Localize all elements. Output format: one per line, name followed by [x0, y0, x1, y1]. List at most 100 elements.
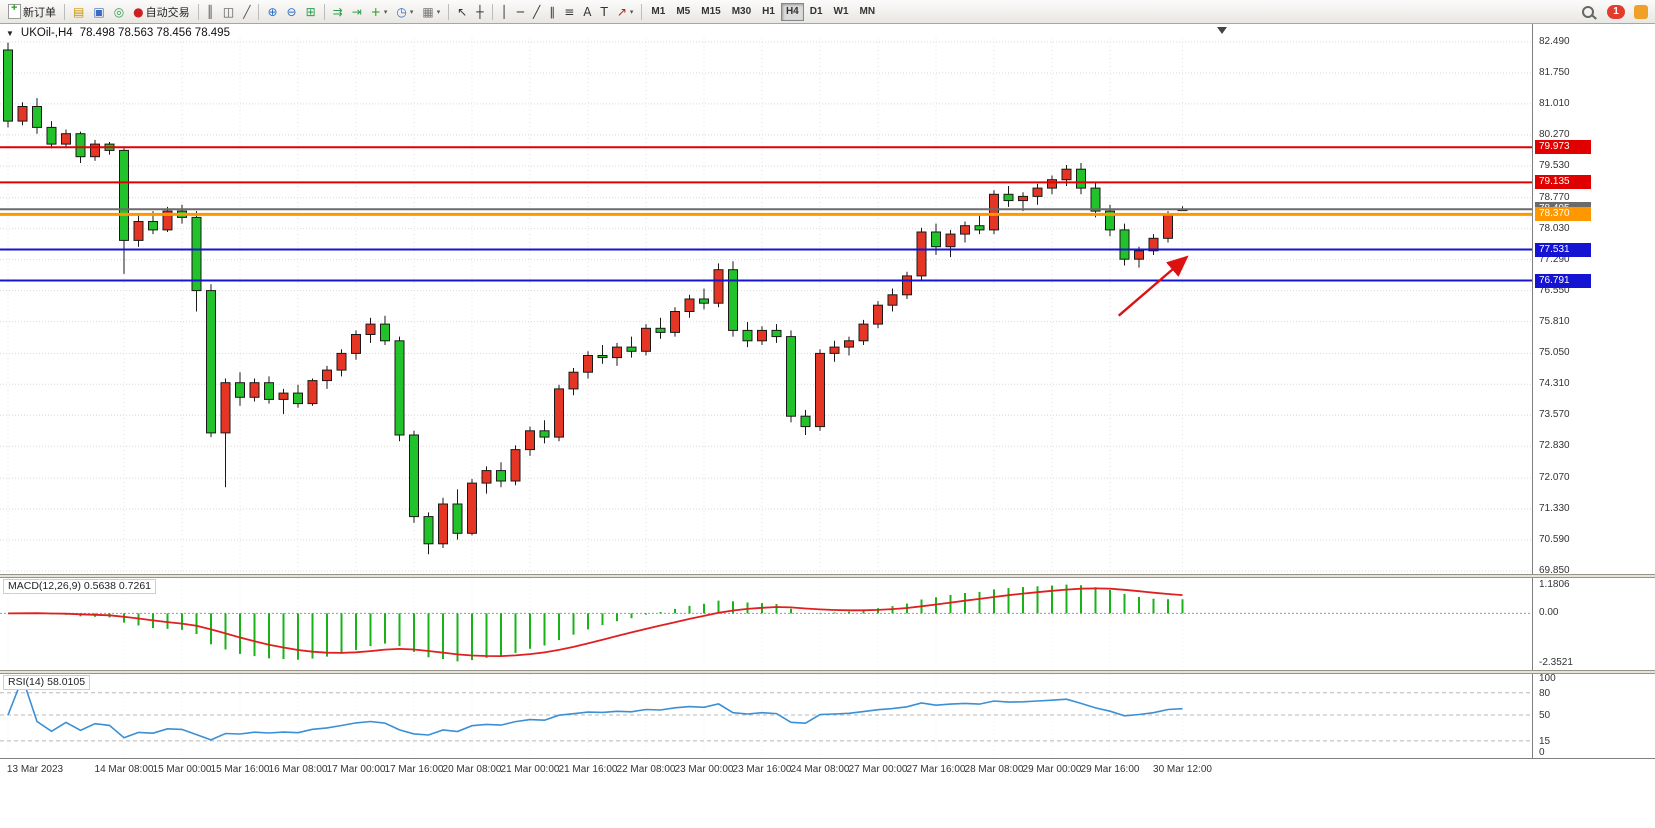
toolbar-separator: [197, 3, 199, 20]
time-label: 16 Mar 08:00: [268, 764, 328, 775]
price-tag: 77.531: [1535, 242, 1591, 257]
templates-icon: ▦: [422, 4, 434, 19]
notification-badge[interactable]: 1: [1607, 4, 1625, 19]
fibonacci-retracement-icon: ≡: [564, 4, 575, 19]
axis-label: 74.310: [1539, 378, 1570, 390]
auto-trading-button[interactable]: ● 自动交易: [129, 2, 193, 22]
caret-down-icon: ▾: [409, 8, 414, 16]
chart-area: ▼ UKOil-,H4 78.498 78.563 78.456 78.495 …: [0, 24, 1655, 828]
new-order-button[interactable]: 新订单: [4, 2, 60, 22]
time-label: 17 Mar 00:00: [326, 764, 386, 775]
timeframe-M30-button[interactable]: M30: [727, 3, 756, 21]
fibonacci-retracement-button[interactable]: ≡: [560, 2, 578, 22]
main-toolbar: 新订单 ▤▣◎ ● 自动交易 ║◫╱ ⊕⊖⊞ ⇉⇥ +▾◷▾▦▾ ↖┼ │─╱∥…: [0, 0, 1655, 24]
timeframe-M5-button[interactable]: M5: [671, 3, 695, 21]
candlestick-chart-button[interactable]: ◫: [219, 2, 238, 22]
toolbar-separator: [64, 3, 65, 20]
timeframe-H1-button[interactable]: H1: [757, 3, 780, 21]
horizontal-line-icon: ─: [516, 4, 524, 19]
community-icon[interactable]: [1634, 4, 1648, 19]
axis-label: 78.770: [1539, 191, 1570, 203]
axis-label: 73.570: [1539, 409, 1570, 421]
pane-separator[interactable]: [0, 574, 1655, 578]
navigator-button[interactable]: ◎: [110, 2, 128, 22]
time-label: 30 Mar 12:00: [1153, 764, 1212, 775]
time-label: 21 Mar 00:00: [500, 764, 560, 775]
templates-button[interactable]: ▦ ▾: [418, 2, 444, 22]
timeframe-MN-button[interactable]: MN: [855, 3, 881, 21]
navigator-icon: ◎: [113, 4, 125, 19]
time-label: 28 Mar 08:00: [964, 764, 1024, 775]
line-chart-button[interactable]: ╱: [239, 2, 254, 22]
auto-trading-label: 自动交易: [145, 6, 190, 19]
macd-values: 0.5638 0.7261: [83, 580, 152, 592]
axis-label: 75.050: [1539, 347, 1570, 359]
toolbar-separator: [258, 3, 260, 20]
rsi-pane[interactable]: [0, 674, 1532, 758]
caret-down-icon: ▾: [383, 8, 388, 16]
price-tag: 78.370: [1535, 207, 1591, 222]
axis-label: 80.270: [1539, 128, 1570, 140]
one-click-trading-toggle[interactable]: ▼: [6, 28, 14, 38]
text-button[interactable]: A: [579, 2, 595, 22]
line-chart-icon: ╱: [243, 4, 251, 19]
arrows-button[interactable]: ↗ ▾: [613, 2, 638, 22]
timeframe-M1-button[interactable]: M1: [646, 3, 670, 21]
rsi-value: 58.0105: [47, 676, 86, 688]
cursor-button[interactable]: ↖: [453, 2, 471, 22]
periods-button[interactable]: ◷ ▾: [392, 2, 417, 22]
auto-scroll-icon: ⇉: [332, 4, 343, 19]
axis-label: 100: [1539, 673, 1556, 684]
text-label-button[interactable]: T: [597, 2, 612, 22]
zoom-in-icon: ⊕: [267, 4, 278, 19]
data-window-button[interactable]: ▣: [89, 2, 108, 22]
zoom-in-button[interactable]: ⊕: [263, 2, 281, 22]
time-label: 20 Mar 08:00: [442, 764, 502, 775]
vertical-line-button[interactable]: │: [497, 2, 512, 22]
rsi-name: RSI(14): [8, 676, 45, 688]
zoom-out-icon: ⊖: [286, 4, 297, 19]
axis-label: 0: [1539, 747, 1545, 758]
axis-label: 70.590: [1539, 534, 1570, 545]
trendline-icon: ╱: [532, 4, 541, 19]
search-button[interactable]: [1578, 2, 1598, 22]
time-label: 23 Mar 16:00: [732, 764, 792, 775]
auto-scroll-button[interactable]: ⇉: [329, 2, 347, 22]
arrows-icon: ↗: [616, 4, 627, 19]
pane-separator[interactable]: [0, 670, 1655, 674]
axis-label: 72.070: [1539, 472, 1570, 484]
bar-chart-button[interactable]: ║: [203, 2, 218, 22]
toolbar-separator: [323, 3, 325, 20]
time-label: 23 Mar 00:00: [674, 764, 734, 775]
timeframe-H4-button[interactable]: H4: [780, 2, 804, 21]
timeframe-M15-button[interactable]: M15: [696, 3, 725, 21]
price-tag: 79.973: [1535, 140, 1591, 155]
timeframe-W1-button[interactable]: W1: [829, 3, 854, 21]
crosshair-icon: ┼: [476, 4, 484, 19]
axis-label: 75.810: [1539, 315, 1570, 327]
time-label: 15 Mar 16:00: [210, 764, 270, 775]
macd-pane[interactable]: [0, 578, 1532, 670]
trendline-button[interactable]: ╱: [529, 2, 544, 22]
tile-windows-button[interactable]: ⊞: [302, 2, 320, 22]
symbol-period: UKOil-,H4: [20, 27, 73, 39]
axis-label: 69.850: [1539, 565, 1570, 576]
time-axis[interactable]: 13 Mar 2023 14 Mar 08:00 15 Mar 00:00 15 Ma…: [0, 758, 1655, 785]
chart-shift-button[interactable]: ⇥: [348, 2, 366, 22]
crosshair-button[interactable]: ┼: [472, 2, 487, 22]
horizontal-line-button[interactable]: ─: [513, 2, 528, 22]
price-axis[interactable]: 82.490 81.750 81.010 80.270 79.530 78.770 78.0…: [1532, 24, 1655, 758]
data-window-icon: ▣: [93, 4, 105, 19]
zoom-out-button[interactable]: ⊖: [283, 2, 301, 22]
market-watch-button[interactable]: ▤: [69, 2, 88, 22]
new-order-label: 新订单: [23, 6, 56, 19]
indicators-add-button[interactable]: + ▾: [367, 2, 392, 22]
axis-label: 78.030: [1539, 222, 1570, 234]
axis-label: 15: [1539, 735, 1551, 747]
price-pane[interactable]: [0, 24, 1532, 574]
periods-icon: ◷: [396, 4, 407, 19]
timeframe-D1-button[interactable]: D1: [805, 3, 828, 21]
new-order-icon: [8, 2, 21, 19]
equidistant-channel-button[interactable]: ∥: [545, 2, 559, 22]
